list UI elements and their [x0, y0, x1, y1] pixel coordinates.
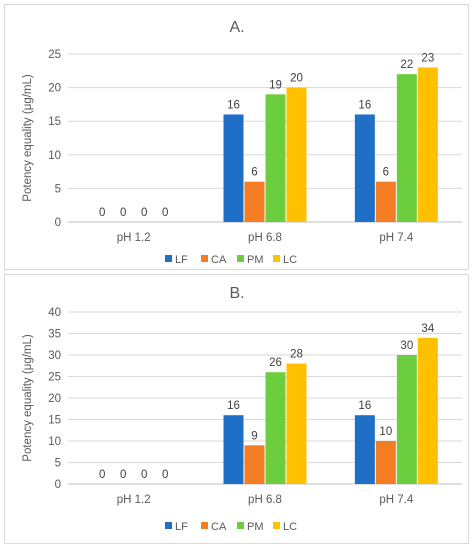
legend-swatch-pm-b: [237, 522, 244, 529]
x-tick-label-a: pH 6.8: [248, 232, 282, 244]
y-tick-label-b: 40: [48, 307, 61, 319]
data-label-pm-a: 19: [269, 79, 282, 91]
legend-label-lf-a: LF: [175, 254, 188, 266]
y-tick-label-a: 15: [48, 116, 61, 128]
legend-label-pm-b: PM: [247, 521, 264, 533]
chart-title-b: B.: [229, 285, 244, 302]
data-label-lf-b: 16: [227, 400, 240, 412]
bar-lf-b: [223, 415, 244, 484]
chart-title-a: A.: [229, 19, 244, 36]
bar-lc-b: [417, 337, 438, 484]
legend-label-ca-b: CA: [211, 521, 227, 533]
data-label-lc-b: 0: [162, 469, 168, 481]
chart-b-svg: B. 0 5 10 15 20 25 30 35 40 Potency equality (μg/m…: [22, 285, 462, 533]
data-label-pm-a: 22: [400, 59, 413, 71]
bar-pm-a: [396, 74, 417, 222]
x-tick-label-a: pH 7.4: [379, 232, 413, 244]
bar-lc-a: [417, 67, 438, 222]
legend-label-lf-b: LF: [175, 521, 188, 533]
chart-panel-a: A. 0 5 10 15 20 25 Potency equality (μg/mL) 0 0 0 0…: [4, 4, 469, 270]
chart-panel-b: B. 0 5 10 15 20 25 30 35 40 Potency equality (μg/m…: [4, 274, 469, 544]
data-label-lf-a: 16: [227, 99, 240, 111]
legend-label-pm-a: PM: [247, 254, 264, 266]
x-tick-label-b: pH 7.4: [379, 494, 413, 506]
y-tick-label-b: 5: [55, 458, 61, 470]
legend-swatch-lc-a: [273, 255, 280, 262]
bar-lf-a: [354, 114, 375, 222]
y-tick-label-a: 20: [48, 83, 61, 95]
chart-a-svg: A. 0 5 10 15 20 25 Potency equality (μg/mL) 0 0 0 0…: [22, 19, 462, 266]
bar-lf-b: [354, 415, 375, 484]
data-label-lc-b: 28: [290, 349, 303, 361]
bar-ca-a: [375, 181, 396, 222]
data-label-lc-a: 0: [162, 207, 168, 219]
data-label-lc-b: 34: [421, 323, 434, 335]
data-label-lf-a: 0: [99, 207, 105, 219]
x-tick-label-b: pH 6.8: [248, 494, 282, 506]
y-tick-label-b: 25: [48, 372, 61, 384]
bar-lc-b: [286, 363, 307, 484]
y-tick-label-b: 15: [48, 415, 61, 427]
y-tick-label-b: 10: [48, 436, 61, 448]
bar-pm-a: [265, 94, 286, 222]
data-label-ca-b: 9: [251, 430, 257, 442]
data-label-ca-b: 10: [379, 426, 392, 438]
data-label-pm-a: 0: [141, 207, 147, 219]
legend-swatch-ca-b: [201, 522, 208, 529]
data-label-pm-b: 30: [400, 340, 413, 352]
legend-swatch-pm-a: [237, 255, 244, 262]
bar-pm-b: [265, 372, 286, 484]
data-label-ca-b: 0: [120, 469, 126, 481]
data-label-lf-a: 16: [358, 99, 371, 111]
legend-swatch-ca-a: [201, 255, 208, 262]
bar-lc-a: [286, 87, 307, 222]
data-label-lc-a: 20: [290, 73, 303, 85]
legend-label-lc-b: LC: [283, 521, 297, 533]
legend-swatch-lc-b: [273, 522, 280, 529]
y-tick-label-a: 5: [55, 183, 61, 195]
y-tick-label-b: 0: [55, 479, 61, 491]
data-label-lc-a: 23: [421, 52, 434, 64]
x-tick-label-a: pH 1.2: [117, 232, 151, 244]
x-tick-label-b: pH 1.2: [117, 494, 151, 506]
data-label-pm-b: 26: [269, 357, 282, 369]
legend-swatch-lf-a: [165, 255, 172, 262]
y-tick-label-b: 30: [48, 350, 61, 362]
bar-lf-a: [223, 114, 244, 222]
y-tick-label-a: 25: [48, 49, 61, 61]
bar-pm-b: [396, 355, 417, 484]
data-label-lf-b: 0: [99, 469, 105, 481]
y-tick-label-a: 0: [55, 217, 61, 229]
y-tick-label-a: 10: [48, 150, 61, 162]
bar-ca-b: [244, 445, 265, 484]
y-tick-label-b: 35: [48, 329, 61, 341]
legend-label-ca-a: CA: [211, 254, 227, 266]
y-axis-label-a: Potency equality (μg/mL): [22, 74, 34, 202]
y-axis-label-b: Potency equality (μg/mL): [22, 334, 34, 462]
data-label-lf-b: 16: [358, 400, 371, 412]
data-label-pm-b: 0: [141, 469, 147, 481]
bar-ca-a: [244, 181, 265, 222]
data-label-ca-a: 6: [251, 167, 257, 179]
y-tick-label-b: 20: [48, 393, 61, 405]
legend-swatch-lf-b: [165, 522, 172, 529]
data-label-ca-a: 0: [120, 207, 126, 219]
bar-ca-b: [375, 441, 396, 484]
legend-label-lc-a: LC: [283, 254, 297, 266]
data-label-ca-a: 6: [383, 167, 389, 179]
